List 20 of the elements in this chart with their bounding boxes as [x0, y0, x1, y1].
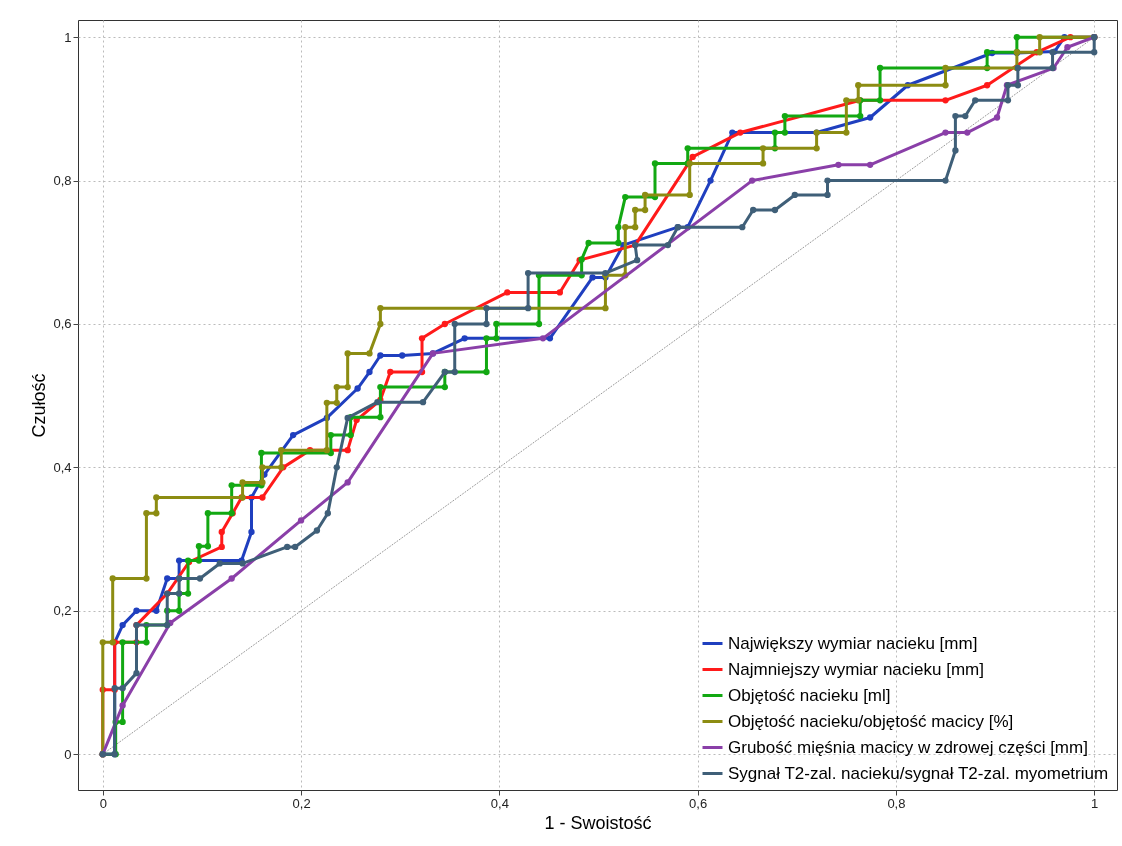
x-tick-label: 0,8	[887, 795, 906, 811]
x-tick-label: 1	[1091, 795, 1099, 811]
legend-label: Najmniejszy wymiar nacieku [mm]	[728, 659, 984, 679]
y-tick-label: 0,2	[53, 603, 72, 619]
legend-label: Objętość nacieku/objętość macicy [%]	[728, 711, 1014, 731]
y-tick-label: 0,8	[53, 173, 72, 189]
x-tick-label: 0,6	[689, 795, 708, 811]
legend-label: Sygnał T2-zal. nacieku/sygnał T2-zal. myometrium	[728, 763, 1109, 783]
y-tick-label: 0,4	[53, 459, 72, 475]
y-tick-label: 1	[64, 29, 72, 45]
x-tick-label: 0	[99, 795, 107, 811]
x-axis-title: 1 - Swoistość	[544, 812, 652, 833]
x-tick-label: 0,4	[490, 795, 509, 811]
legend-label: Grubość mięśnia macicy w zdrowej części [mm]	[728, 737, 1088, 757]
y-tick-label: 0	[64, 746, 72, 762]
legend-label: Objętość nacieku [ml]	[728, 685, 891, 705]
y-tick-label: 0,6	[53, 316, 72, 332]
legend-label: Największy wymiar nacieku [mm]	[728, 633, 978, 653]
y-axis-title: Czułość	[29, 373, 50, 438]
x-tick-label: 0,2	[292, 795, 311, 811]
